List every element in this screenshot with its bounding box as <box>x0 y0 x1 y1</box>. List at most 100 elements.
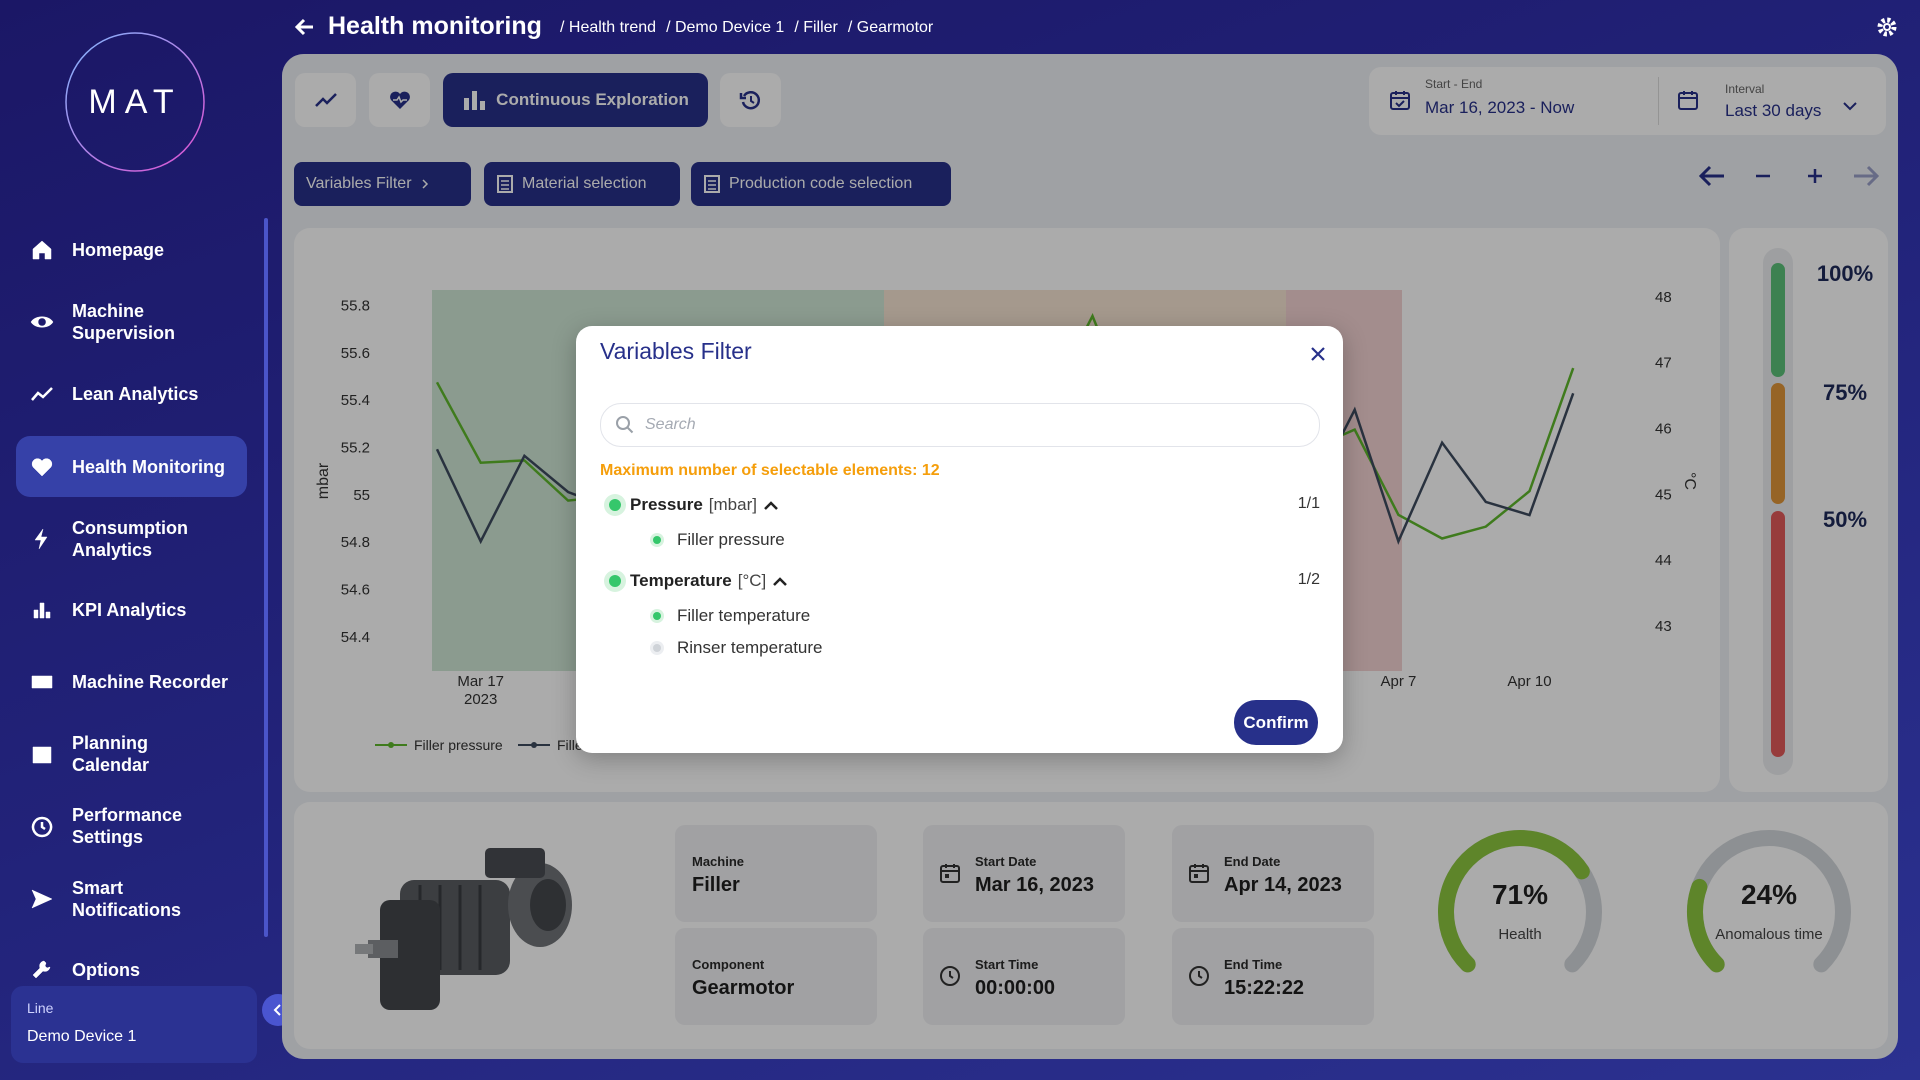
limit-note: Maximum number of selectable elements: 1… <box>600 462 940 479</box>
y-tick-label: 55.6 <box>341 345 370 362</box>
group-header[interactable]: Pressure [mbar] 1/1 <box>604 492 1320 518</box>
interval-value: Last 30 days <box>1725 101 1822 120</box>
clock-icon <box>940 966 960 986</box>
nav-item[interactable]: Machine Supervision <box>72 301 176 343</box>
logo: MAT <box>65 32 205 172</box>
collapse-caret <box>764 501 778 510</box>
group-dot-inner <box>609 499 621 511</box>
nav-item[interactable]: Consumption Analytics <box>72 518 188 560</box>
tile-label: End Date <box>1224 854 1281 869</box>
calendar-icon <box>1678 91 1698 110</box>
group-count: 1/2 <box>1297 571 1320 588</box>
y2-tick-label: 46 <box>1655 420 1672 437</box>
option-dot-inner <box>653 612 661 620</box>
calendar-icon <box>1189 864 1209 883</box>
y2-tick-label: 48 <box>1655 289 1672 306</box>
variables-filter-modal: Variables Filter Search Maximum number o… <box>576 326 1343 753</box>
icon-shape <box>497 175 513 193</box>
nav-item[interactable]: Homepage <box>72 240 165 260</box>
icon-shape <box>33 602 51 619</box>
search-placeholder: Search <box>645 416 696 433</box>
nav-item[interactable]: KPI Analytics <box>72 600 187 620</box>
tile-value: 15:22:22 <box>1224 977 1305 999</box>
y2-tick-label: 43 <box>1655 618 1672 635</box>
breadcrumb[interactable]: / Gearmotor <box>847 19 934 36</box>
icon-shape <box>31 889 53 909</box>
option-label: Rinser temperature <box>677 638 823 657</box>
nav-item[interactable]: Smart Notifications <box>72 878 182 920</box>
gauge-fill <box>1687 878 1725 973</box>
close-button[interactable] <box>1310 346 1326 362</box>
icon-shape <box>31 458 53 477</box>
option-dot-inner <box>653 644 661 652</box>
pill-icon <box>704 175 720 193</box>
icon-shape <box>32 240 52 260</box>
group-name: Pressure <box>630 495 703 514</box>
back-arrow[interactable] <box>293 15 317 39</box>
x-year-label: 2023 <box>464 691 497 708</box>
icon-shape <box>34 528 48 550</box>
y2-axis-label: °C <box>1681 472 1698 490</box>
y-tick-label: 55 <box>353 487 370 504</box>
group-unit: [mbar] <box>708 495 757 514</box>
trend-icon <box>314 93 337 107</box>
nav-icon <box>32 746 52 764</box>
continuous-exploration-button[interactable]: Continuous Exploration <box>443 73 708 127</box>
detail-tile: End Date Apr 14, 2023 <box>1172 825 1374 922</box>
zoom-in[interactable] <box>1808 169 1822 183</box>
scale-label: 100% <box>1817 261 1873 286</box>
settings-icon[interactable] <box>1876 16 1898 38</box>
date-selector[interactable]: Start - End Mar 16, 2023 - Now Interval … <box>1369 67 1886 135</box>
x-tick-label: Apr 10 <box>1507 673 1551 690</box>
date-range-label: Start - End <box>1425 77 1483 91</box>
line-selector[interactable]: Line Demo Device 1 <box>11 986 257 1063</box>
page-title: Health monitoring <box>328 12 542 40</box>
trend-button[interactable] <box>295 73 356 127</box>
scale-label: 75% <box>1823 380 1867 405</box>
history-button[interactable] <box>720 73 781 127</box>
nav-back[interactable] <box>1698 165 1724 187</box>
nav-icon <box>31 816 53 838</box>
history-icon <box>739 91 760 110</box>
collapse-icon <box>273 1004 281 1016</box>
gauge-value: 71% <box>1492 879 1548 910</box>
breadcrumb[interactable]: / Demo Device 1 <box>666 19 785 36</box>
clock-icon <box>1189 966 1209 986</box>
gauge-label: Anomalous time <box>1715 926 1823 943</box>
y2-tick-label: 44 <box>1655 552 1672 569</box>
breadcrumb[interactable]: / Health trend <box>560 19 657 36</box>
y2-tick-label: 47 <box>1655 355 1672 372</box>
y-tick-label: 55.4 <box>341 392 370 409</box>
nav-forward[interactable] <box>1854 165 1880 187</box>
health-button[interactable] <box>369 73 430 127</box>
nav-item[interactable]: Health Monitoring <box>72 457 225 477</box>
tile-value: Apr 14, 2023 <box>1224 874 1342 896</box>
filter-pill[interactable]: Variables Filter <box>294 162 471 206</box>
pill-icon <box>497 175 513 193</box>
breadcrumb[interactable]: / Filler <box>794 19 838 36</box>
nav-item[interactable]: Machine Recorder <box>72 672 229 692</box>
legend-label[interactable]: Filler pressure <box>414 737 503 753</box>
nav-item[interactable]: Lean Analytics <box>72 384 199 404</box>
search-input[interactable]: Search <box>600 403 1320 447</box>
filter-pill[interactable]: Material selection <box>484 162 680 206</box>
heart-icon <box>389 91 410 109</box>
legend-swatch-dot <box>388 742 394 748</box>
navigation <box>1698 165 1880 187</box>
group-header[interactable]: Temperature [°C] 1/2 <box>604 568 1320 594</box>
sidebar-scrollbar[interactable] <box>264 218 268 937</box>
tile-label: Start Time <box>975 957 1039 972</box>
confirm-button[interactable]: Confirm <box>1234 700 1318 745</box>
x-tick-label: Apr 7 <box>1380 673 1416 690</box>
nav-item[interactable]: Options <box>72 960 140 980</box>
detail-tile: Machine Filler <box>675 825 877 922</box>
group-title: Temperature [°C] <box>630 571 788 591</box>
filter-pill[interactable]: Production code selection <box>691 162 951 206</box>
nav-item[interactable]: Performance Settings <box>72 805 183 847</box>
line-label: Line <box>27 1000 54 1016</box>
scale-segment <box>1771 383 1785 504</box>
nav-item[interactable]: Planning Calendar <box>72 733 150 775</box>
option-label: Filler pressure <box>677 530 785 549</box>
health-scale-card <box>1729 228 1888 792</box>
modal-title: Variables Filter <box>600 338 752 364</box>
